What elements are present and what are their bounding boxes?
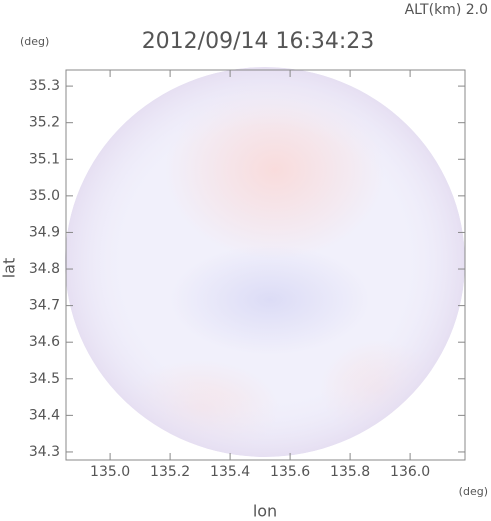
y-tick-label: 34.6 [29,334,60,350]
y-tick-label: 34.4 [29,407,60,423]
x-tick-label: 135.0 [90,464,130,480]
y-axis-label: lat [0,258,19,279]
x-unit: (deg) [459,485,488,498]
x-tick-label: 135.6 [270,464,310,480]
radar-field [65,67,465,457]
y-tick-label: 34.7 [29,298,60,314]
chart-title: 2012/09/14 16:34:23 [142,29,375,54]
y-tick-label: 34.8 [29,261,60,277]
y-tick-label: 35.1 [29,151,60,167]
x-axis-label: lon [253,502,277,521]
x-tick-label: 135.4 [210,464,250,480]
y-tick-label: 34.3 [29,444,60,460]
x-tick-label: 135.8 [330,464,370,480]
y-tick-label: 35.0 [29,188,60,204]
y-unit: (deg) [20,35,49,48]
x-tick-label: 136.0 [390,464,430,480]
altitude-label: ALT(km) 2.0 [405,2,488,18]
plot-frame [65,69,466,461]
y-tick-label: 34.9 [29,224,60,240]
y-tick-label: 34.5 [29,371,60,387]
x-tick-label: 135.2 [150,464,190,480]
y-tick-label: 35.3 [29,78,60,94]
y-tick-label: 35.2 [29,115,60,131]
